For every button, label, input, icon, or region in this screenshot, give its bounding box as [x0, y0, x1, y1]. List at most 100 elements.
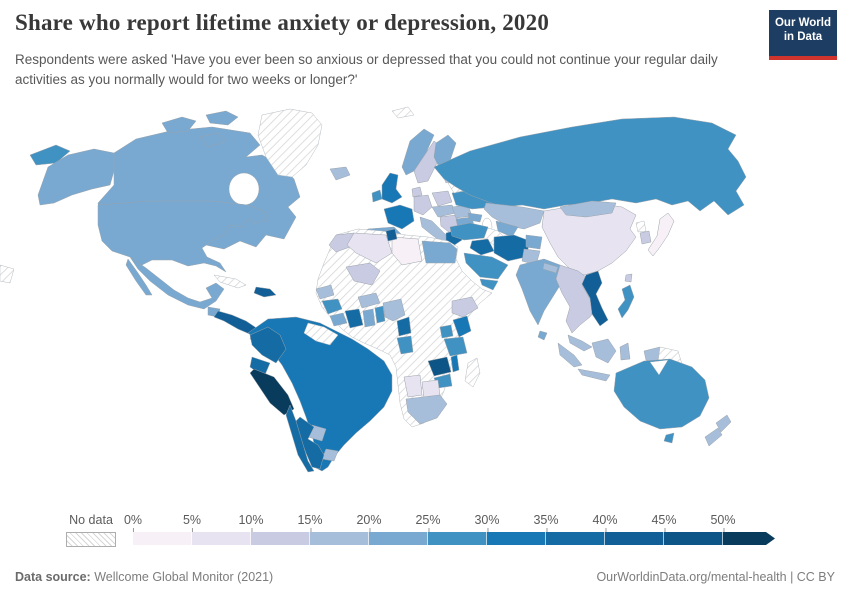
owid-logo-line1: Our World	[774, 17, 831, 29]
legend-bin-40-45%[interactable]	[605, 532, 664, 545]
country-japan[interactable]	[647, 212, 675, 257]
footer-license-link[interactable]: OurWorldinData.org/mental-health | CC BY	[596, 570, 835, 584]
country-south-korea[interactable]	[639, 230, 652, 245]
country-mali[interactable]	[345, 262, 381, 286]
country-tasmania[interactable]	[663, 432, 675, 444]
footer-source-label: Data source:	[15, 570, 91, 584]
legend-bin-45-50%[interactable]	[664, 532, 723, 545]
country-morocco[interactable]	[328, 232, 355, 253]
country-malawi[interactable]	[450, 354, 460, 373]
country-north-korea[interactable]	[635, 220, 647, 233]
country-svalbard[interactable]	[391, 106, 415, 119]
country-south-america-base[interactable]	[247, 316, 393, 472]
country-indonesia-java[interactable]	[577, 368, 611, 382]
country-malaysia[interactable]	[567, 334, 593, 352]
country-tanzania[interactable]	[443, 336, 468, 357]
country-poland[interactable]	[431, 190, 453, 207]
country-arctic-island-2[interactable]	[205, 110, 239, 126]
country-philippines[interactable]	[617, 284, 635, 319]
country-yemen[interactable]	[479, 278, 499, 291]
country-libya[interactable]	[391, 236, 423, 266]
country-denmark[interactable]	[411, 186, 423, 198]
legend-no-data[interactable]: No data	[66, 513, 116, 547]
legend-bin-0-5%[interactable]	[133, 532, 192, 545]
country-guyanas[interactable]	[303, 322, 339, 346]
country-mexico[interactable]	[129, 256, 225, 310]
country-tunisia[interactable]	[385, 228, 398, 242]
country-sri-lanka[interactable]	[537, 330, 548, 341]
country-south-africa[interactable]	[405, 394, 448, 425]
country-burkina-faso[interactable]	[357, 292, 381, 309]
page-title: Share who report lifetime anxiety or dep…	[15, 10, 550, 35]
country-gabon-congo[interactable]	[396, 335, 414, 355]
country-zambia[interactable]	[427, 356, 452, 377]
country-alaska[interactable]	[37, 148, 115, 206]
country-vietnam[interactable]	[581, 270, 609, 327]
legend-tick-label: 5%	[182, 513, 202, 532]
country-mexico-baja[interactable]	[125, 258, 153, 296]
country-dominican-republic[interactable]	[253, 286, 277, 298]
country-iceland[interactable]	[329, 166, 351, 181]
legend-bin-10-15%[interactable]	[251, 532, 310, 545]
country-indonesia-sulawesi[interactable]	[619, 342, 631, 361]
country-russia-chukotka[interactable]	[29, 144, 71, 166]
legend-bin-50%+[interactable]	[723, 532, 775, 545]
country-ethiopia[interactable]	[451, 296, 479, 318]
legend-bin-25-30%[interactable]	[428, 532, 487, 545]
country-france[interactable]	[383, 204, 415, 230]
country-afghanistan[interactable]	[525, 234, 543, 250]
country-ghana[interactable]	[362, 308, 376, 328]
legend-bin-15-20%[interactable]	[310, 532, 369, 545]
country-new-zealand-south[interactable]	[704, 427, 723, 447]
legend-tick-label: 35%	[533, 513, 559, 532]
legend-bin-35-40%[interactable]	[546, 532, 605, 545]
country-senegal[interactable]	[315, 284, 335, 300]
country-uganda[interactable]	[439, 324, 454, 339]
country-kenya[interactable]	[452, 315, 472, 338]
country-cuba[interactable]	[213, 274, 247, 289]
country-uk[interactable]	[381, 172, 403, 204]
country-fragment-west[interactable]	[0, 264, 15, 284]
country-iraq[interactable]	[469, 238, 495, 256]
country-arctic-island-3[interactable]	[199, 132, 227, 148]
country-germany[interactable]	[413, 194, 433, 216]
gulf-of-carpentaria	[649, 359, 669, 376]
country-new-zealand-north[interactable]	[715, 414, 732, 433]
country-turkey[interactable]	[449, 222, 489, 241]
country-caucasus[interactable]	[467, 212, 483, 223]
legend-bin-20-25%[interactable]	[369, 532, 428, 545]
country-guinea[interactable]	[321, 298, 343, 315]
country-ireland[interactable]	[371, 189, 383, 203]
country-peru[interactable]	[249, 368, 295, 416]
country-colombia[interactable]	[249, 326, 287, 364]
legend-bin-30-35%[interactable]	[487, 532, 546, 545]
country-arctic-island-1[interactable]	[161, 116, 197, 134]
country-namibia[interactable]	[403, 374, 423, 398]
country-mongolia[interactable]	[559, 200, 617, 218]
country-taiwan[interactable]	[624, 273, 633, 283]
country-ivory-coast[interactable]	[344, 308, 364, 329]
country-algeria[interactable]	[346, 232, 393, 264]
country-australia[interactable]	[613, 358, 710, 430]
owid-logo[interactable]: Our World in Data	[769, 10, 837, 60]
country-indonesia-sumatra[interactable]	[557, 342, 583, 368]
country-norway[interactable]	[401, 128, 435, 176]
legend-bar	[133, 532, 775, 545]
country-egypt[interactable]	[421, 240, 458, 264]
country-chile[interactable]	[285, 404, 315, 473]
legend-bin-5-10%[interactable]	[192, 532, 251, 545]
country-saudi-arabia[interactable]	[463, 252, 509, 280]
country-togo-benin[interactable]	[374, 305, 386, 324]
country-liberia[interactable]	[329, 312, 348, 327]
country-indonesia-borneo[interactable]	[591, 338, 617, 364]
legend-no-data-label: No data	[69, 513, 113, 527]
country-kazakhstan[interactable]	[483, 202, 545, 230]
legend-tick-label: 40%	[592, 513, 618, 532]
country-cameroon[interactable]	[396, 316, 412, 337]
country-nigeria[interactable]	[382, 298, 406, 322]
country-india[interactable]	[515, 258, 565, 326]
country-madagascar[interactable]	[464, 357, 481, 388]
country-greenland[interactable]	[257, 108, 323, 178]
country-nepal[interactable]	[542, 262, 559, 274]
